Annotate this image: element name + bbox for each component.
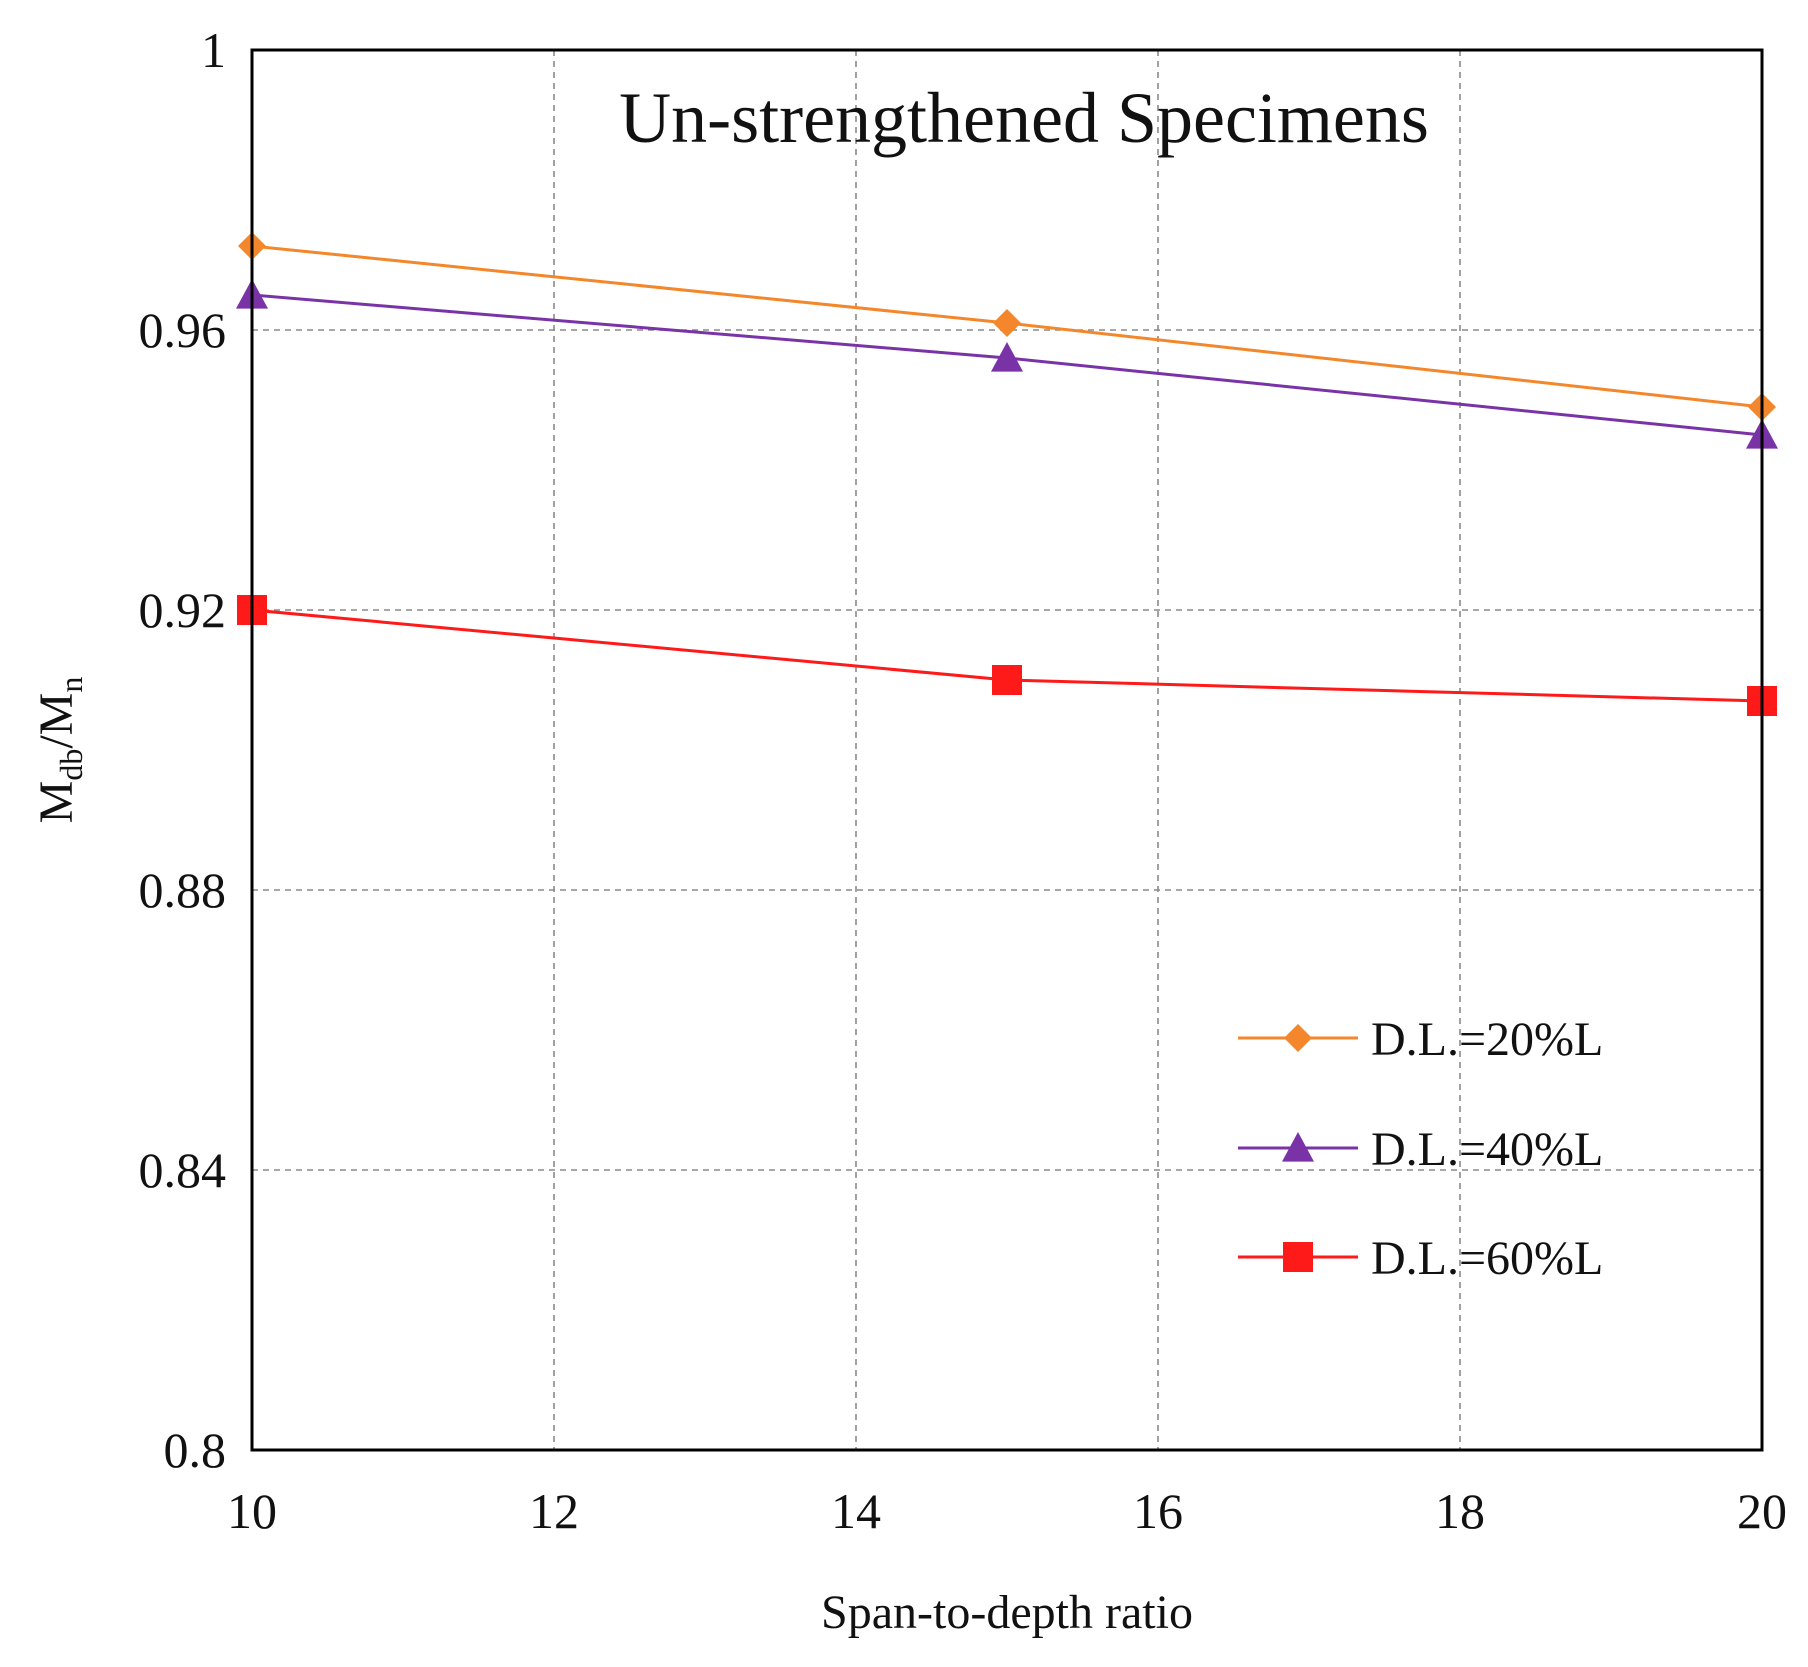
legend-label: D.L.=40%L: [1371, 1123, 1603, 1176]
x-axis-label: Span-to-depth ratio: [821, 1586, 1193, 1639]
y-axis-label-sep: /M: [30, 693, 83, 749]
legend-item: D.L.=40%L: [1238, 1123, 1603, 1176]
y-tick-label: 0.84: [139, 1142, 227, 1198]
y-axis-label-main: M: [30, 781, 83, 824]
y-axis-ticks: 0.8 0.84 0.88 0.92 0.96 1: [139, 22, 227, 1478]
series-layer: [236, 232, 1778, 716]
grid-lines: [252, 50, 1762, 1450]
data-point: [992, 665, 1022, 695]
x-tick-label: 10: [227, 1483, 277, 1539]
data-point: [993, 309, 1021, 337]
y-axis-label-sub2: n: [53, 677, 89, 693]
y-tick-label: 0.92: [139, 582, 227, 638]
legend-marker: [1283, 1242, 1313, 1272]
legend-item: D.L.=20%L: [1238, 1013, 1603, 1066]
legend-item: D.L.=60%L: [1238, 1232, 1603, 1285]
series-3: [237, 595, 1777, 716]
series-2: [236, 279, 1778, 449]
legend-marker: [1282, 1132, 1314, 1162]
y-tick-label: 0.8: [164, 1422, 227, 1478]
x-tick-label: 20: [1737, 1483, 1787, 1539]
plot-frame: [250, 48, 1764, 1452]
data-point: [991, 342, 1023, 372]
x-tick-label: 14: [831, 1483, 881, 1539]
x-tick-label: 16: [1133, 1483, 1183, 1539]
x-tick-label: 18: [1435, 1483, 1485, 1539]
chart-title: Un-strengthened Specimens: [619, 78, 1429, 158]
y-tick-label: 1: [201, 22, 226, 78]
y-axis-label-sub1: db: [53, 749, 89, 781]
x-tick-label: 12: [529, 1483, 579, 1539]
y-axis-label: Mdb/Mn: [30, 677, 89, 824]
legend-label: D.L.=20%L: [1371, 1013, 1603, 1066]
y-tick-label: 0.88: [139, 862, 227, 918]
y-tick-label: 0.96: [139, 302, 227, 358]
legend-marker: [1284, 1024, 1312, 1052]
legend: D.L.=20%L D.L.=40%L D.L.=60%L: [1238, 1013, 1603, 1285]
series-1: [238, 232, 1776, 421]
x-axis-ticks: 10 12 14 16 18 20: [227, 1483, 1787, 1539]
legend-label: D.L.=60%L: [1371, 1232, 1603, 1285]
